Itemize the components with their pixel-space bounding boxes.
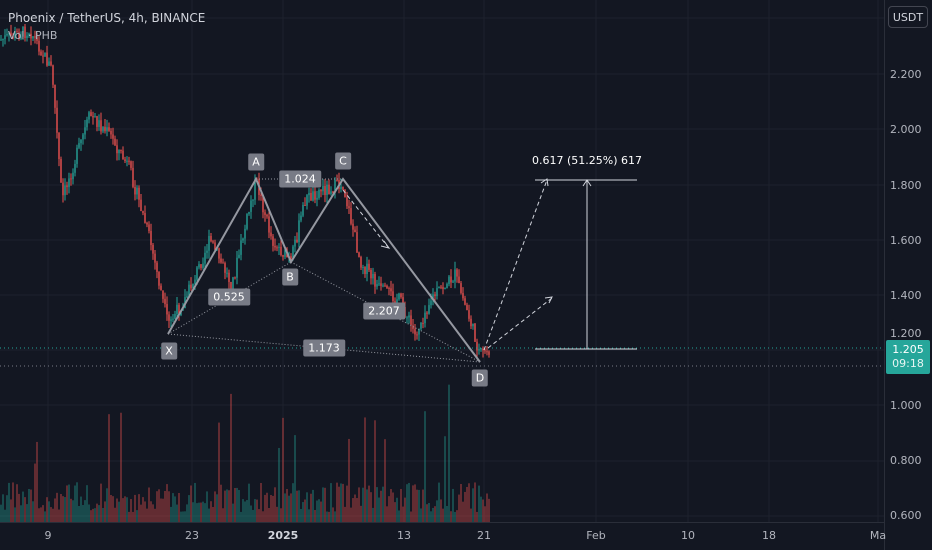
point-c-label[interactable]: C <box>335 152 351 170</box>
ratio-ac-label[interactable]: 1.024 <box>279 170 321 188</box>
ratio-xb-label[interactable]: 0.525 <box>208 288 250 306</box>
chart-legend: Phoenix / TetherUS, 4h, BINANCE Vol · PH… <box>8 10 205 44</box>
harmonic-pattern <box>167 176 637 363</box>
price-tick: 1.000 <box>890 399 922 412</box>
price-tick: 0.800 <box>890 454 922 467</box>
price-tick: 2.000 <box>890 123 922 136</box>
volume-indicator-title[interactable]: Vol · PHB <box>8 29 58 42</box>
price-tick: 1.800 <box>890 179 922 192</box>
time-scale[interactable] <box>0 522 884 550</box>
time-tick: Feb <box>586 529 606 542</box>
point-b-label[interactable]: B <box>282 268 298 286</box>
price-tick: 1.200 <box>890 327 922 340</box>
time-tick: 23 <box>185 529 199 542</box>
currency-button[interactable]: USDT <box>888 6 928 28</box>
chart-grid <box>0 0 884 522</box>
d-projection-arrow-up <box>483 179 548 351</box>
ratio-bd-label[interactable]: 2.207 <box>363 302 405 320</box>
price-tick: 2.200 <box>890 68 922 81</box>
d-projection-arrow-side <box>487 297 553 349</box>
price-tick: 0.600 <box>890 509 922 522</box>
time-tick: Ma <box>869 529 887 542</box>
c-projection-arrow <box>342 189 389 248</box>
time-tick: 21 <box>477 529 491 542</box>
symbol-title[interactable]: Phoenix / TetherUS, 4h, BINANCE <box>8 11 206 25</box>
ratio-xd-label[interactable]: 1.173 <box>303 339 345 357</box>
price-tick: 1.600 <box>890 234 922 247</box>
point-a-label[interactable]: A <box>248 153 264 171</box>
time-tick: 2025 <box>267 529 299 542</box>
current-price-value: 1.205 <box>892 343 924 356</box>
pattern-legs <box>167 176 481 363</box>
current-price-badge: 1.205 09:18 <box>886 340 930 374</box>
bar-countdown: 09:18 <box>892 357 924 370</box>
time-tick: 18 <box>762 529 776 542</box>
time-tick: 10 <box>681 529 695 542</box>
point-d-label[interactable]: D <box>471 369 489 387</box>
measure-projection-label[interactable]: 0.617 (51.25%) 617 <box>531 154 643 167</box>
time-tick: 9 <box>44 529 52 542</box>
point-x-label[interactable]: X <box>161 342 177 360</box>
volume-bars <box>0 384 490 522</box>
chart-canvas[interactable] <box>0 0 884 522</box>
price-tick: 1.400 <box>890 289 922 302</box>
time-tick: 13 <box>397 529 411 542</box>
price-scale[interactable] <box>884 0 932 550</box>
